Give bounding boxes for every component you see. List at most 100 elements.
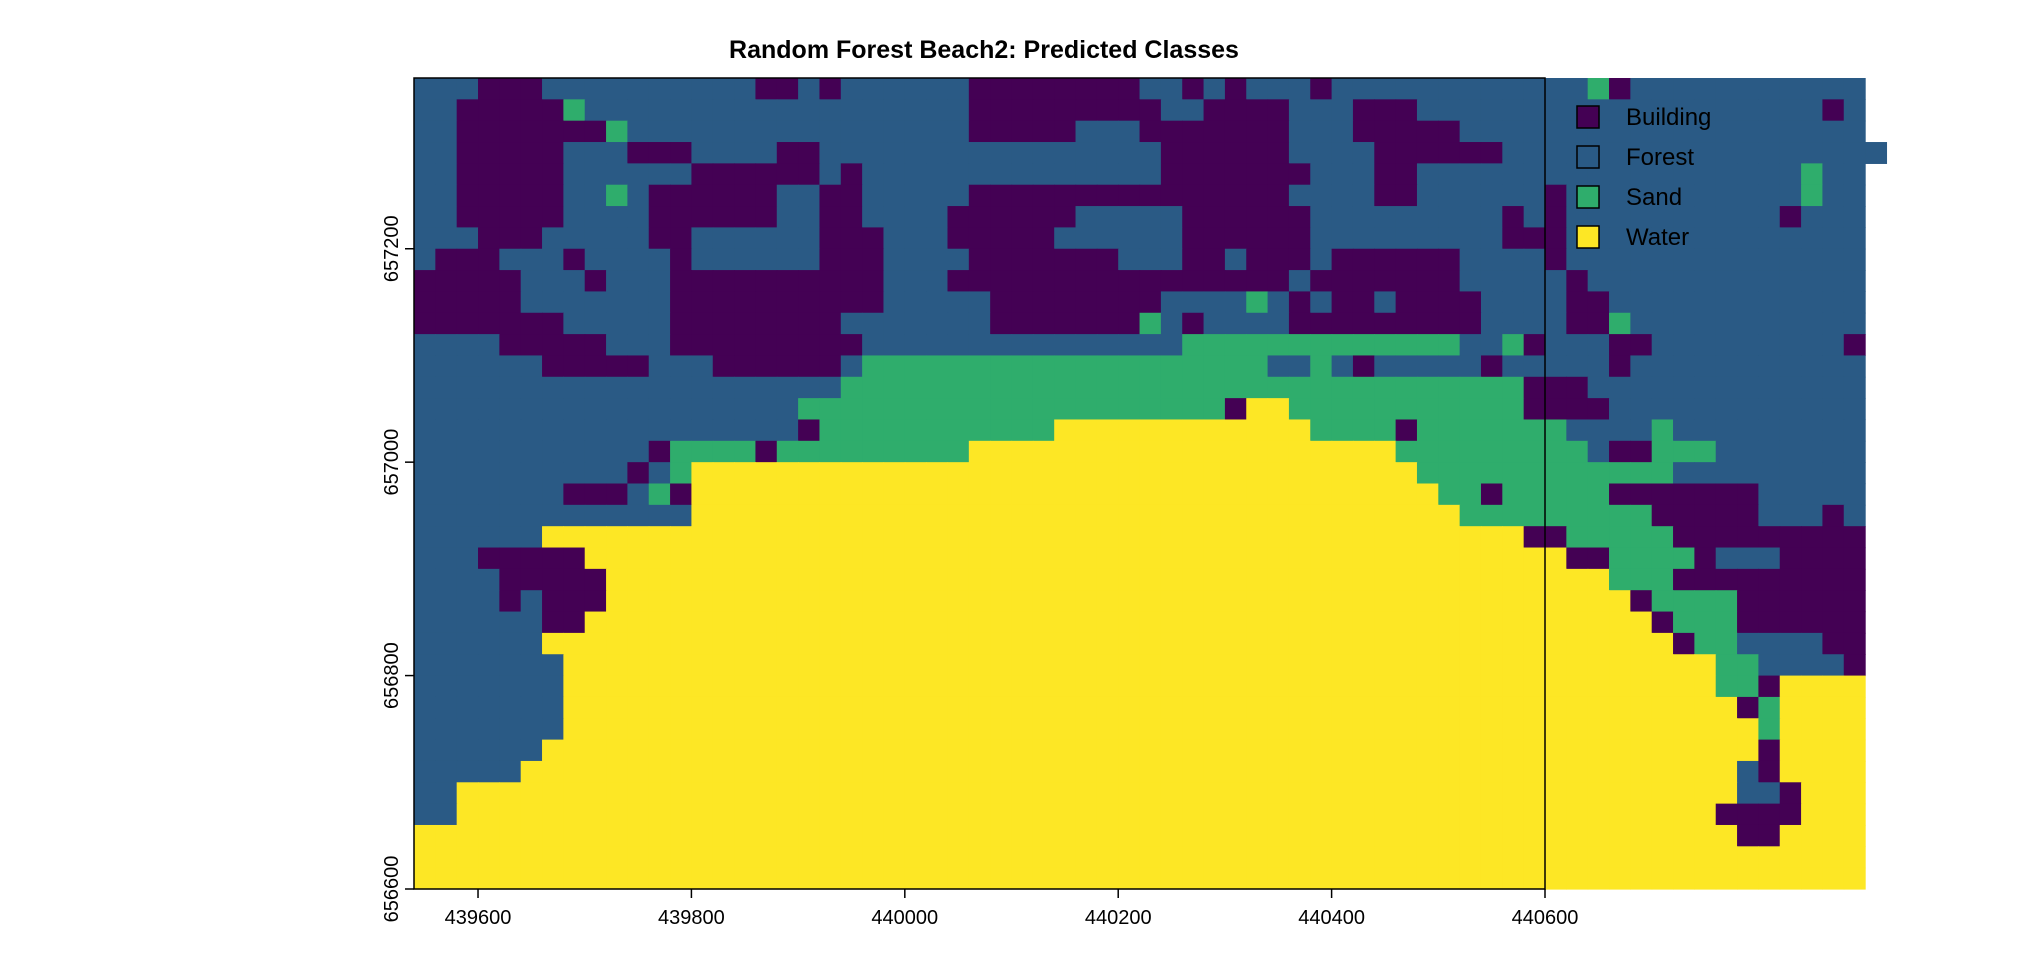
raster-cell xyxy=(1545,206,1567,228)
raster-cell xyxy=(712,78,735,100)
raster-cell xyxy=(1032,355,1055,378)
raster-cell xyxy=(1694,163,1717,186)
raster-cell xyxy=(1715,163,1738,186)
raster-cell xyxy=(1438,120,1461,143)
raster-cell xyxy=(1032,696,1055,719)
raster-cell xyxy=(1118,206,1141,228)
raster-cell xyxy=(1416,462,1439,485)
y-tick-label: 656800 xyxy=(381,642,403,709)
raster-cell xyxy=(1715,206,1738,228)
raster-cell xyxy=(1267,547,1290,570)
raster-cell xyxy=(712,718,735,741)
raster-cell xyxy=(648,632,671,655)
raster-cell xyxy=(1352,632,1375,655)
raster-cell xyxy=(1160,803,1183,826)
raster-cell xyxy=(1310,483,1333,506)
raster-cell xyxy=(926,184,949,207)
raster-cell xyxy=(947,312,970,335)
raster-cell xyxy=(1118,334,1141,357)
raster-cell xyxy=(755,760,778,783)
raster-cell xyxy=(1779,846,1802,869)
raster-cell xyxy=(734,78,757,100)
raster-cell xyxy=(1395,568,1418,591)
raster-cell xyxy=(648,718,671,741)
plot-frame xyxy=(413,77,1546,890)
raster-cell xyxy=(990,718,1013,741)
raster-cell xyxy=(1843,227,1866,250)
raster-cell xyxy=(1715,504,1738,527)
raster-cell xyxy=(798,312,821,335)
raster-cell xyxy=(1310,611,1333,634)
raster-cell xyxy=(456,163,479,186)
raster-cell xyxy=(627,291,650,314)
raster-cell xyxy=(1459,696,1482,719)
raster-cell xyxy=(883,504,906,527)
raster-cell xyxy=(1182,270,1205,293)
raster-cell xyxy=(1160,760,1183,783)
raster-cell xyxy=(627,696,650,719)
raster-cell xyxy=(1310,718,1333,741)
raster-cell xyxy=(755,867,778,890)
raster-cell xyxy=(1480,739,1503,762)
raster-cell xyxy=(1737,334,1759,357)
raster-cell xyxy=(1096,398,1119,421)
raster-cell xyxy=(691,440,714,463)
raster-cell xyxy=(1331,142,1354,164)
raster-cell xyxy=(1054,270,1077,293)
raster-cell xyxy=(712,291,735,314)
raster-cell xyxy=(1310,824,1333,847)
raster-cell xyxy=(1416,120,1439,143)
raster-cell xyxy=(1267,760,1290,783)
raster-cell xyxy=(542,163,564,186)
raster-cell xyxy=(840,782,863,805)
raster-cell xyxy=(1182,440,1205,463)
raster-cell xyxy=(1587,291,1610,314)
raster-cell xyxy=(414,184,436,207)
raster-cell xyxy=(776,78,799,100)
raster-cell xyxy=(1673,803,1695,826)
x-tick-label: 440200 xyxy=(1085,907,1152,929)
raster-cell xyxy=(520,547,543,570)
raster-cell xyxy=(990,398,1013,421)
raster-cell xyxy=(1609,824,1631,847)
raster-cell xyxy=(1246,99,1269,122)
raster-cell xyxy=(926,334,949,357)
raster-cell xyxy=(1609,611,1631,634)
raster-cell xyxy=(904,654,927,677)
raster-cell xyxy=(456,718,479,741)
raster-cell xyxy=(1758,760,1781,783)
raster-cell xyxy=(1438,206,1461,228)
raster-cell xyxy=(883,120,906,143)
raster-cell xyxy=(1310,440,1333,463)
raster-cell xyxy=(1523,120,1546,143)
raster-cell xyxy=(1758,227,1781,250)
raster-cell xyxy=(691,99,714,122)
raster-cell xyxy=(1310,248,1333,271)
raster-cell xyxy=(1438,355,1461,378)
raster-cell xyxy=(1459,590,1482,613)
raster-cell xyxy=(1545,419,1567,442)
raster-cell xyxy=(776,312,799,335)
raster-cell xyxy=(1630,483,1653,506)
raster-cell xyxy=(1438,782,1461,805)
raster-cell xyxy=(1843,568,1866,591)
raster-cell xyxy=(1545,526,1567,549)
raster-cell xyxy=(1609,782,1631,805)
raster-cell xyxy=(1587,654,1610,677)
raster-cell xyxy=(1139,675,1162,698)
raster-cell xyxy=(968,867,991,890)
raster-cell xyxy=(862,547,885,570)
raster-cell xyxy=(1310,803,1333,826)
raster-cell xyxy=(542,760,564,783)
raster-cell xyxy=(1502,120,1525,143)
raster-cell xyxy=(1480,760,1503,783)
raster-cell xyxy=(1801,483,1824,506)
raster-cell xyxy=(1609,739,1631,762)
raster-cell xyxy=(1523,526,1546,549)
raster-cell xyxy=(926,739,949,762)
raster-cell xyxy=(1395,739,1418,762)
raster-cell xyxy=(1096,142,1119,164)
raster-cell xyxy=(1203,120,1226,143)
raster-cell xyxy=(478,547,500,570)
raster-cell xyxy=(1139,568,1162,591)
